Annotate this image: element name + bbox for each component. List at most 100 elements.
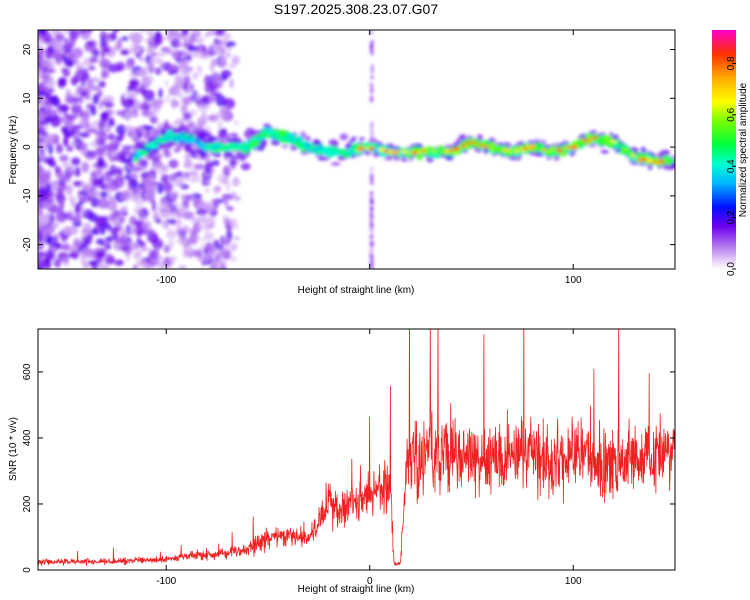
spectrogram-cell [252, 140, 259, 146]
spectrogram-cell [155, 105, 160, 114]
colorbar-label: Normalized spectral amplitude [738, 82, 749, 217]
spectrogram-cell [210, 58, 218, 67]
spectrogram-cell [229, 78, 234, 89]
spectrogram-cell [217, 132, 227, 139]
spectrogram-cell [370, 123, 374, 129]
spectrogram-cell [97, 197, 109, 209]
spectrogram-cell [158, 88, 163, 99]
spectrogram-cell [239, 142, 246, 148]
spectrogram-cell [286, 133, 296, 139]
spectrogram-cell [210, 152, 215, 156]
spectrogram-cell [114, 63, 126, 72]
spectrogram-cell [185, 143, 193, 150]
spectrogram-cell [74, 62, 84, 70]
spectrogram-cell [112, 155, 123, 162]
spectrogram-cell [45, 138, 55, 144]
spectrogram-cell [258, 144, 265, 152]
spectrogram-cell [197, 116, 208, 127]
spectrogram-cell [105, 245, 112, 250]
spectrogram-cell [74, 166, 81, 177]
spectrogram-cell [63, 38, 69, 44]
spectrogram-cell [107, 133, 116, 141]
spectrogram-cell [231, 55, 240, 66]
spectrogram-cell [224, 198, 229, 208]
spectrogram-cell [369, 146, 375, 151]
spectrogram-cell [636, 157, 645, 162]
spectrogram-cell [169, 211, 175, 220]
spectrogram-cell [199, 236, 208, 242]
spectrogram-cell [134, 166, 144, 172]
spectrogram-cell [603, 137, 610, 143]
spectrogram-cell [51, 95, 59, 106]
spectrogram-cell [220, 176, 230, 183]
spectrogram-cell [47, 77, 55, 89]
spectrogram-cell [186, 121, 196, 131]
spectrogram-cell [116, 169, 122, 173]
spectrogram-cell [163, 143, 173, 148]
spectrogram-cell [141, 30, 146, 33]
spectrogram-cell [233, 120, 239, 125]
spectrogram-cell [229, 218, 238, 226]
spectrogram-x-tick-label: 100 [565, 275, 582, 286]
spectrogram-cell [156, 255, 163, 261]
spectrogram-cell [178, 89, 184, 100]
spectrogram-y-tick-label: 10 [22, 92, 33, 104]
spectrogram-cell [221, 128, 227, 134]
figure-title: S197.2025.308.23.07.G07 [274, 1, 438, 17]
spectrogram-cell [370, 68, 374, 74]
spectrogram-cell [96, 215, 107, 226]
spectrogram-cell [98, 80, 106, 88]
spectrogram-cell [43, 59, 50, 68]
spectrogram-cell [113, 231, 120, 241]
spectrogram-cell [141, 220, 152, 230]
spectrogram-cell [370, 248, 373, 254]
spectrogram-cell [196, 65, 203, 75]
spectrogram-cell [152, 200, 157, 212]
spectrogram-cell [80, 33, 91, 40]
spectrogram-cell [44, 197, 54, 205]
spectrogram-cell [228, 64, 237, 69]
spectrogram-cell [227, 143, 237, 147]
spectrogram-cell [167, 265, 172, 269]
spectrogram-cell [304, 135, 311, 143]
spectrogram-cell [57, 173, 67, 179]
spectrogram-cell [107, 147, 112, 159]
spectrogram-cell [370, 234, 373, 240]
spectrogram-cell [477, 144, 485, 147]
spectrogram-cell [210, 44, 218, 52]
spectrogram-cell [180, 103, 188, 115]
spectrogram-cell [214, 141, 221, 146]
spectrogram-cell [156, 138, 165, 144]
spectrogram-cell [383, 157, 394, 161]
spectrogram-cell [370, 213, 374, 219]
spectrogram-cell [297, 143, 303, 148]
snr-y-tick-label: 600 [22, 363, 33, 380]
spectrogram-cell [178, 265, 187, 269]
spectrogram-cell [167, 30, 177, 36]
spectrogram-cell [312, 146, 320, 151]
spectrogram-cell [214, 50, 225, 56]
spectrogram-cell [60, 125, 69, 134]
spectrogram-cell [411, 150, 419, 155]
spectrogram-cell [38, 143, 43, 153]
spectrogram-cell [114, 259, 124, 266]
spectrogram-cell [216, 76, 222, 85]
spectrogram-cell [281, 144, 289, 149]
spectrogram-cell [42, 172, 50, 183]
spectrogram-cell [188, 195, 196, 202]
spectrogram-cell [81, 30, 93, 35]
spectrogram-cell [38, 251, 46, 258]
spectrogram-cell [233, 176, 238, 182]
spectrogram-cell [87, 212, 99, 223]
spectrogram-cell [646, 154, 652, 158]
spectrogram-y-tick-label: 0 [22, 144, 33, 150]
spectrogram-cell [172, 48, 180, 59]
spectrogram-cell [84, 122, 92, 134]
spectrogram-cell [74, 125, 80, 134]
spectrogram-cell [206, 162, 215, 167]
spectrogram-cell [181, 35, 188, 41]
spectrogram-cell [207, 147, 214, 151]
spectrogram-cell [498, 145, 508, 149]
spectrogram-cell [245, 127, 254, 136]
spectrogram-cell [157, 58, 163, 63]
